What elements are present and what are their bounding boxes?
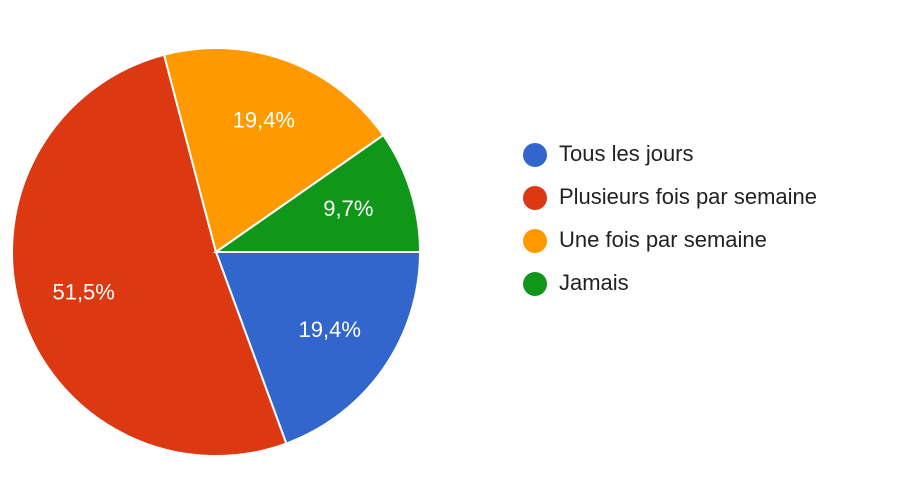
slice-label: 51,5% — [52, 279, 114, 304]
pie-slice — [162, 47, 385, 254]
pie-slice — [214, 251, 422, 445]
legend-swatch — [523, 143, 547, 167]
slice-label: 19,4% — [299, 317, 361, 342]
legend-swatch — [523, 186, 547, 210]
legend-label: Tous les jours — [559, 141, 694, 166]
slice-label: 19,4% — [233, 108, 295, 133]
legend-label: Plusieurs fois par semaine — [559, 184, 817, 209]
pie-slice — [11, 53, 288, 457]
pie-slice — [212, 133, 422, 253]
legend-label: Une fois par semaine — [559, 227, 767, 252]
legend-swatch — [523, 229, 547, 253]
legend-label: Jamais — [559, 270, 629, 295]
slice-label: 9,7% — [323, 196, 373, 221]
legend-swatch — [523, 272, 547, 296]
